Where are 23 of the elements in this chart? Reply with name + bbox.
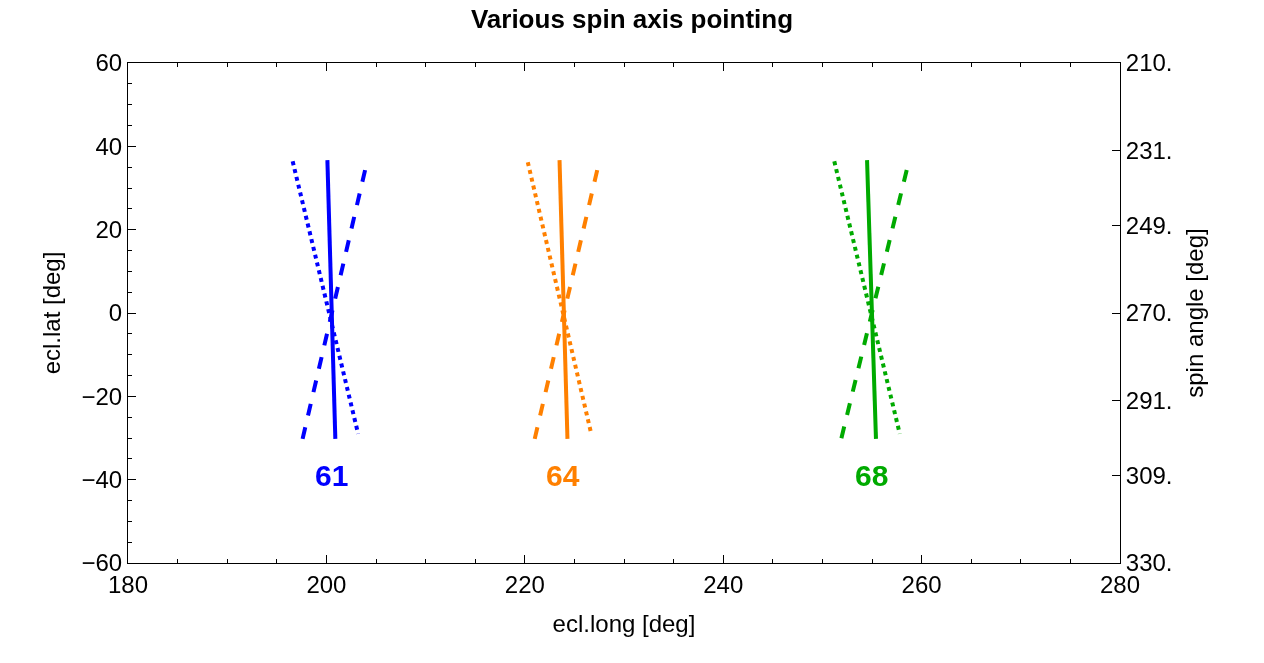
y-tick-label: −20	[81, 382, 123, 410]
y-tick-label: 40	[95, 132, 123, 160]
y2-tick-label: 309.	[1125, 461, 1173, 489]
y2-tick-label: 231.	[1125, 136, 1173, 164]
series-label: 68	[855, 459, 889, 492]
y2-tick-label: 270.	[1125, 299, 1173, 327]
x-tick-label: 220	[504, 570, 545, 598]
x-tick-label: 240	[703, 570, 744, 598]
y2-tick-label: 210.	[1125, 49, 1173, 77]
y-tick-label: 0	[108, 299, 123, 327]
x-axis-title: ecl.long [deg]	[552, 610, 696, 638]
y2-tick-label: 291.	[1125, 386, 1173, 414]
series-label: 64	[546, 459, 580, 492]
y-tick-label: 60	[95, 49, 123, 77]
y-tick-label: −40	[81, 466, 123, 494]
y2-tick-label: 249.	[1125, 211, 1173, 239]
y-tick-label: 20	[95, 216, 123, 244]
y-axis-title: ecl.lat [deg]	[37, 251, 65, 375]
x-tick-label: 260	[901, 570, 942, 598]
chart-title: Various spin axis pointing	[470, 4, 794, 35]
y2-axis-title: spin angle [deg]	[1180, 228, 1208, 398]
series-label: 61	[315, 459, 349, 492]
x-tick-label: 200	[306, 570, 347, 598]
